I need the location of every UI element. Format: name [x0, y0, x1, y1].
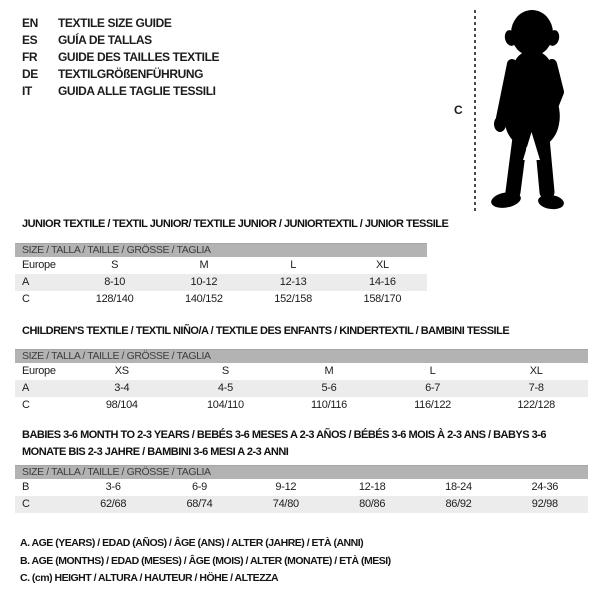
row-label: Europe — [22, 259, 56, 271]
table-cell: M — [324, 365, 334, 377]
table-cell: 68/74 — [186, 498, 213, 510]
table-cell: 5-6 — [321, 382, 337, 394]
size-table-header: SIZE / TALLA / TAILLE / GRÖSSE / TAGLIA — [15, 349, 588, 363]
table-cell: 128/140 — [95, 293, 134, 305]
row-label: C — [22, 399, 30, 411]
guide-title-es: GUÍA DE TALLAS — [58, 33, 152, 47]
table-cell: 62/68 — [100, 498, 127, 510]
table-row-height: C 62/68 68/74 74/80 80/86 86/92 92/98 — [15, 496, 588, 513]
table-cell: 152/158 — [274, 293, 312, 305]
legend-age-months: B. AGE (MONTHS) / EDAD (MESES) / ÂGE (MO… — [20, 554, 391, 567]
row-label: C — [22, 293, 30, 305]
language-row-en: EN TEXTILE SIZE GUIDE — [22, 15, 219, 32]
table-cell: L — [290, 259, 297, 271]
table-cell: 12-18 — [358, 481, 386, 493]
table-cell: 3-4 — [114, 382, 130, 394]
table-cell: S — [111, 259, 119, 271]
babies-size-table: SIZE / TALLA / TAILLE / GRÖSSE / TAGLIA … — [15, 465, 588, 513]
row-label: A — [22, 382, 30, 394]
babies-section-title: BABIES 3-6 MONTH TO 2-3 YEARS / BEBÉS 3-… — [22, 429, 547, 458]
height-measure-label: C — [454, 103, 463, 117]
table-cell: 12-13 — [279, 276, 307, 288]
table-row-height: C 98/104 104/110 110/116 116/122 122/128 — [15, 397, 588, 414]
table-cell: XL — [529, 365, 543, 377]
language-row-fr: FR GUIDE DES TAILLES TEXTILE — [22, 49, 220, 66]
size-table-header: SIZE / TALLA / TAILLE / GRÖSSE / TAGLIA — [15, 243, 427, 257]
guide-title-en: TEXTILE SIZE GUIDE — [58, 16, 172, 30]
table-cell: 24-36 — [531, 481, 559, 493]
language-row-it: IT GUIDA ALLE TAGLIE TESSILI — [22, 83, 219, 100]
language-code: IT — [22, 84, 32, 98]
language-title-list: EN TEXTILE SIZE GUIDE ES GUÍA DE TALLAS … — [22, 15, 220, 100]
language-row-es: ES GUÍA DE TALLAS — [22, 32, 219, 49]
table-cell: 116/122 — [414, 399, 451, 411]
table-cell: 110/116 — [310, 399, 347, 411]
junior-section-title: JUNIOR TEXTILE / TEXTIL JUNIOR/ TEXTILE … — [22, 218, 449, 230]
table-cell: 6-7 — [425, 382, 441, 394]
table-row-age-years: A 8-10 10-12 12-13 14-16 — [15, 274, 427, 291]
table-cell: 6-9 — [191, 481, 207, 493]
guide-title-fr: GUIDE DES TAILLES TEXTILE — [58, 50, 220, 64]
table-cell: 9-12 — [275, 481, 297, 493]
language-code: FR — [22, 50, 38, 64]
baby-silhouette-icon — [491, 10, 564, 210]
row-label: Europe — [22, 365, 56, 377]
table-cell: 10-12 — [190, 276, 218, 288]
children-size-table: SIZE / TALLA / TAILLE / GRÖSSE / TAGLIA … — [15, 349, 588, 414]
table-cell: XL — [375, 259, 389, 271]
table-cell: 7-8 — [528, 382, 544, 394]
guide-title-it: GUIDA ALLE TAGLIE TESSILI — [58, 84, 216, 98]
table-cell: 18-24 — [445, 481, 472, 493]
table-cell: 3-6 — [105, 481, 121, 493]
size-table-header: SIZE / TALLA / TAILLE / GRÖSSE / TAGLIA — [15, 465, 588, 479]
children-section-title: CHILDREN'S TEXTILE / TEXTIL NIÑO/A / TEX… — [22, 325, 510, 337]
table-row-age-months: B 3-6 6-9 9-12 12-18 18-24 24-36 — [15, 479, 588, 496]
language-code: EN — [22, 16, 38, 30]
table-row-height: C 128/140 140/152 152/158 158/170 — [15, 291, 427, 308]
language-row-de: DE TEXTILGRÖßENFÜHRUNG — [22, 66, 219, 83]
table-cell: 4-5 — [217, 382, 233, 394]
table-cell: XS — [114, 365, 129, 377]
table-cell: 122/128 — [517, 399, 555, 411]
table-cell: 74/80 — [272, 498, 299, 510]
guide-title-de: TEXTILGRÖßENFÜHRUNG — [58, 67, 204, 81]
table-cell: 8-10 — [104, 276, 126, 288]
height-measure-figure: C — [452, 8, 582, 214]
table-cell: 80/86 — [359, 498, 386, 510]
table-cell: M — [199, 259, 209, 271]
row-label: B — [22, 481, 30, 493]
table-row-europe: Europe XS S M L XL — [15, 363, 588, 380]
table-cell: 92/98 — [531, 498, 558, 510]
table-cell: 14-16 — [369, 276, 396, 288]
language-code: DE — [22, 67, 38, 81]
language-code: ES — [22, 33, 38, 47]
table-cell: 140/152 — [185, 293, 223, 305]
height-measure-dashed-line — [474, 10, 476, 211]
table-cell: 158/170 — [363, 293, 402, 305]
table-cell: S — [221, 365, 229, 377]
table-row-age-years: A 3-4 4-5 5-6 6-7 7-8 — [15, 380, 588, 397]
junior-size-table: SIZE / TALLA / TAILLE / GRÖSSE / TAGLIA … — [15, 243, 427, 308]
table-row-europe: Europe S M L XL — [15, 257, 427, 274]
legend-age-years: A. AGE (YEARS) / EDAD (AÑOS) / ÂGE (ANS)… — [20, 537, 364, 549]
table-cell: 98/104 — [105, 399, 138, 411]
table-cell: 104/110 — [206, 399, 244, 411]
row-label: A — [22, 276, 30, 288]
legend-height: C. (cm) HEIGHT / ALTURA / HAUTEUR / HÖHE… — [20, 572, 279, 584]
measure-legend: A. AGE (YEARS) / EDAD (AÑOS) / ÂGE (ANS)… — [20, 535, 391, 588]
row-label: C — [22, 498, 30, 510]
table-cell: 86/92 — [445, 498, 472, 510]
table-cell: L — [429, 365, 436, 377]
